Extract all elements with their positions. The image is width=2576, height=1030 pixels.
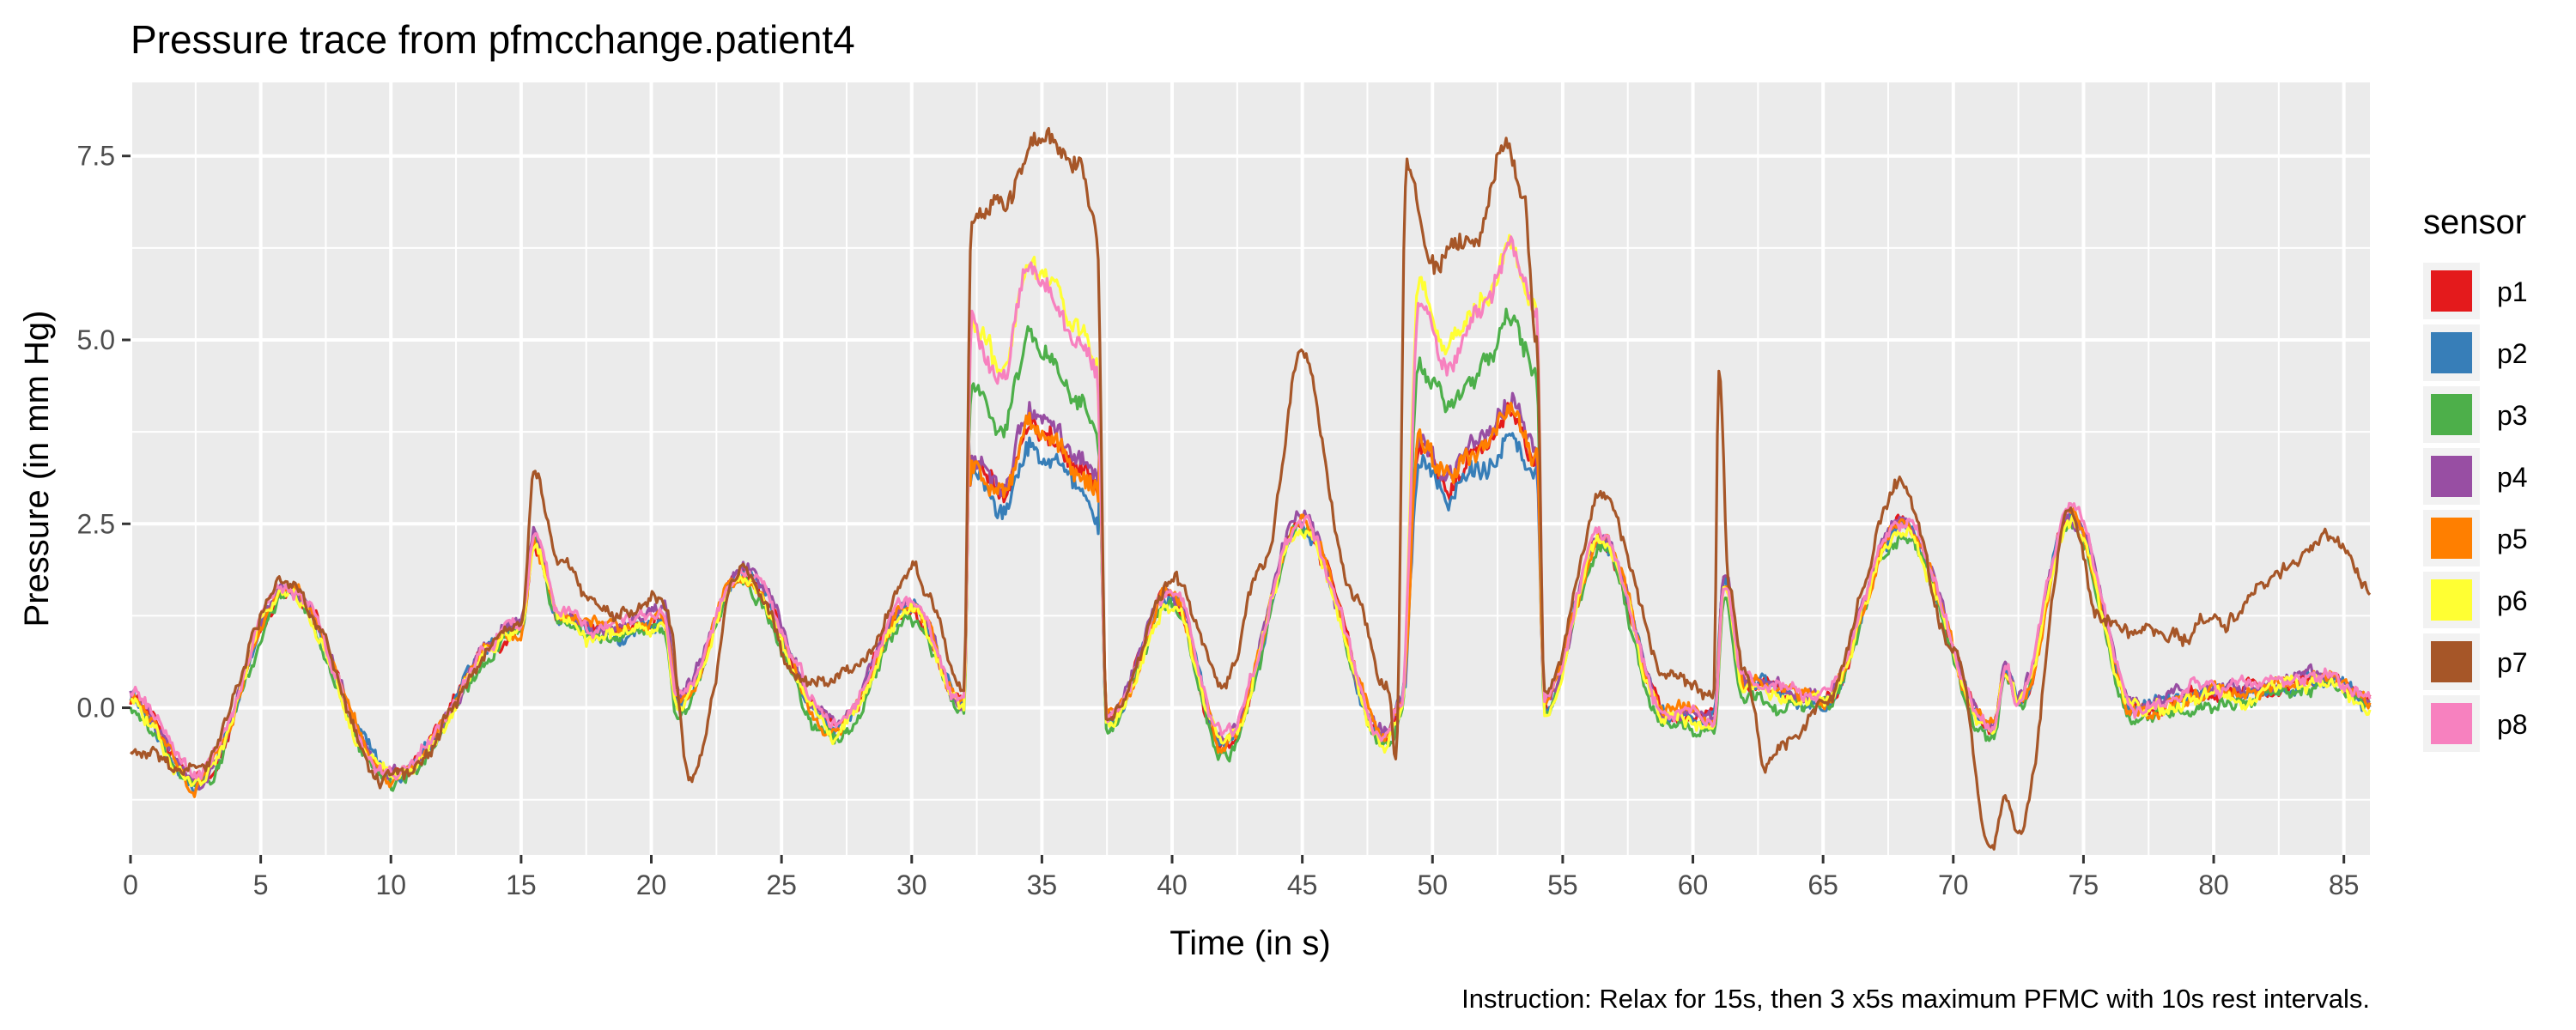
series-lines xyxy=(129,126,2372,851)
x-tick-label: 30 xyxy=(896,869,927,900)
x-tick-label: 85 xyxy=(2329,869,2360,900)
major-gridlines xyxy=(129,82,2370,855)
x-tick-label: 20 xyxy=(636,869,667,900)
legend-swatch-p1 xyxy=(2431,270,2472,312)
legend: p1 p2 p3 p4 p5 p6 p7 p8 xyxy=(2423,263,2528,752)
x-tick-label: 55 xyxy=(1547,869,1578,900)
legend-title: sensor xyxy=(2423,203,2526,241)
minor-gridlines xyxy=(131,82,2370,855)
y-tick-label: 0.0 xyxy=(77,693,115,724)
legend-swatch-p7 xyxy=(2431,641,2472,682)
legend-swatch-p5 xyxy=(2431,518,2472,559)
y-tick-label: 2.5 xyxy=(77,508,115,539)
x-tick-label: 40 xyxy=(1157,869,1188,900)
x-tick-label: 70 xyxy=(1938,869,1969,900)
x-tick-label: 0 xyxy=(123,869,138,900)
legend-label-p2: p2 xyxy=(2497,338,2528,369)
x-tick-label: 25 xyxy=(766,869,797,900)
legend-swatch-p4 xyxy=(2431,456,2472,497)
y-tick-label: 5.0 xyxy=(77,324,115,355)
x-tick-label: 45 xyxy=(1287,869,1318,900)
y-tick-label: 7.5 xyxy=(77,141,115,172)
legend-label-p3: p3 xyxy=(2497,400,2528,431)
legend-label-p8: p8 xyxy=(2497,709,2528,740)
y-axis: 0.0 2.5 5.0 7.5 xyxy=(77,141,131,724)
legend-swatch-p6 xyxy=(2431,579,2472,621)
x-axis: 0 5 10 15 20 25 30 35 40 45 50 55 60 65 70 75 80 85 xyxy=(123,855,2359,900)
x-tick-label: 60 xyxy=(1678,869,1709,900)
legend-label-p4: p4 xyxy=(2497,462,2528,493)
legend-label-p1: p1 xyxy=(2497,276,2528,307)
caption: Instruction: Relax for 15s, then 3 x5s m… xyxy=(1461,984,2370,1014)
series-line-p7 xyxy=(130,126,2372,851)
x-tick-label: 15 xyxy=(506,869,537,900)
legend-swatch-p3 xyxy=(2431,394,2472,435)
legend-swatch-p2 xyxy=(2431,332,2472,373)
x-axis-title: Time (in s) xyxy=(1170,924,1330,962)
legend-label-p5: p5 xyxy=(2497,524,2528,554)
y-axis-title: Pressure (in mm Hg) xyxy=(18,311,56,627)
plot-panel xyxy=(131,82,2370,855)
chart-title: Pressure trace from pfmcchange.patient4 xyxy=(131,17,855,62)
x-tick-label: 10 xyxy=(375,869,406,900)
x-tick-label: 75 xyxy=(2069,869,2099,900)
legend-label-p7: p7 xyxy=(2497,647,2528,678)
x-tick-label: 35 xyxy=(1027,869,1058,900)
x-tick-label: 65 xyxy=(1807,869,1838,900)
legend-swatch-p8 xyxy=(2431,703,2472,744)
x-tick-label: 50 xyxy=(1417,869,1448,900)
x-tick-label: 5 xyxy=(253,869,269,900)
x-tick-label: 80 xyxy=(2198,869,2229,900)
legend-label-p6: p6 xyxy=(2497,585,2528,616)
